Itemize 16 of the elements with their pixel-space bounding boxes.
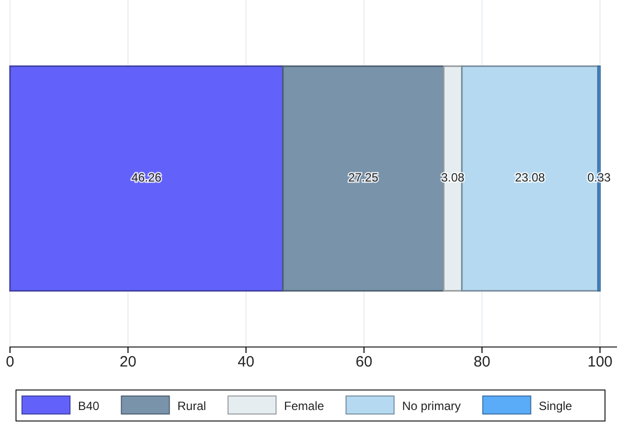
legend-label: Rural <box>177 399 206 413</box>
x-tick-label: 60 <box>356 354 372 371</box>
bar <box>9 65 284 292</box>
legend-label: Female <box>284 399 324 413</box>
legend-label: Single <box>538 399 572 413</box>
x-tick-label: 80 <box>474 354 490 371</box>
x-tick-label: 0 <box>6 354 14 371</box>
x-tick-label: 40 <box>238 354 254 371</box>
legend-label: No primary <box>402 399 461 413</box>
data-label: 3.08 <box>441 170 465 185</box>
data-label: 27.25 <box>348 170 379 185</box>
data-label: 23.08 <box>514 170 546 185</box>
legend-label: B40 <box>78 399 100 413</box>
x-tick-label: 20 <box>120 354 136 371</box>
data-label: 46.26 <box>131 170 162 185</box>
x-tick-label: 100 <box>587 354 613 371</box>
